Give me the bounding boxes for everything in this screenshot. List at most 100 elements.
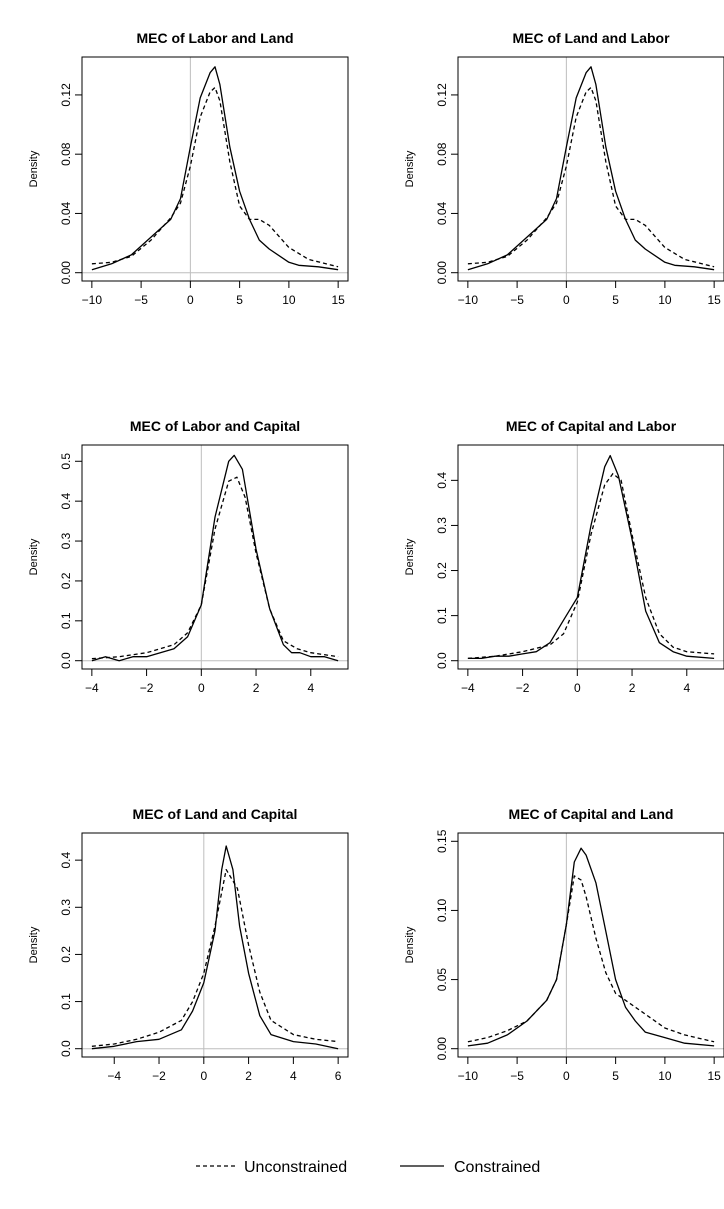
x-tick-label: 2 xyxy=(245,1069,252,1083)
y-tick-label: 0.4 xyxy=(59,492,73,509)
x-tick-label: 5 xyxy=(236,293,243,307)
y-axis-label: Density xyxy=(28,538,40,575)
panel-title: MEC of Labor and Land xyxy=(136,30,293,46)
series-line-unconstrained xyxy=(91,476,339,660)
x-tick-label: 0 xyxy=(563,1069,570,1083)
plot-frame xyxy=(81,832,349,1058)
panel-title: MEC of Capital and Labor xyxy=(506,418,677,434)
x-tick-label: 2 xyxy=(253,681,260,695)
y-axis-label: Density xyxy=(404,150,416,187)
x-tick-label: 0 xyxy=(574,681,581,695)
y-axis-label: Density xyxy=(404,926,416,963)
series-line-unconstrained xyxy=(467,472,715,660)
y-tick-label: 0.4 xyxy=(59,851,73,868)
x-tick-label: −5 xyxy=(510,1069,524,1083)
y-tick-label: 0.0 xyxy=(435,652,449,669)
y-tick-label: 0.0 xyxy=(59,652,73,669)
y-tick-label: 0.4 xyxy=(435,472,449,489)
panel-title: MEC of Land and Capital xyxy=(133,806,298,822)
chart-panel-1: MEC of Labor and Land −10 −5 0 5 10 15 0.00 0.04… xyxy=(28,30,349,307)
y-tick-label: 0.2 xyxy=(59,946,73,963)
x-tick-label: −2 xyxy=(516,681,530,695)
y-tick-label: 0.04 xyxy=(435,201,449,225)
y-tick-label: 0.10 xyxy=(435,898,449,922)
x-tick-label: 5 xyxy=(612,1069,619,1083)
x-tick-label: −5 xyxy=(134,293,148,307)
series-line-constrained xyxy=(467,847,715,1047)
series-line-constrained xyxy=(467,66,715,271)
x-tick-label: −2 xyxy=(152,1069,166,1083)
y-tick-label: 0.04 xyxy=(59,201,73,225)
y-tick-label: 0.00 xyxy=(435,261,449,285)
series-line-constrained xyxy=(91,66,339,271)
x-tick-label: −2 xyxy=(140,681,154,695)
series-line-constrained xyxy=(91,845,339,1050)
series-line-constrained xyxy=(91,454,339,662)
panel-title: MEC of Capital and Land xyxy=(509,806,674,822)
x-tick-label: −10 xyxy=(458,293,479,307)
x-tick-label: −4 xyxy=(85,681,99,695)
x-tick-label: 15 xyxy=(331,293,345,307)
y-tick-label: 0.3 xyxy=(59,532,73,549)
y-tick-label: 0.12 xyxy=(59,83,73,107)
y-axis-label: Density xyxy=(404,538,416,575)
legend-label-unconstrained: Unconstrained xyxy=(244,1159,347,1176)
chart-panel-4: MEC of Capital and Labor −4 −2 0 2 4 0.0 0.1 0.2… xyxy=(404,418,724,695)
chart-panel-3: MEC of Labor and Capital −4 −2 0 2 4 0.0 0.1 0.2… xyxy=(28,418,349,695)
y-tick-label: 0.2 xyxy=(435,562,449,579)
series-line-unconstrained xyxy=(467,875,715,1043)
x-tick-label: −10 xyxy=(82,293,103,307)
x-tick-label: 6 xyxy=(335,1069,342,1083)
x-tick-label: 4 xyxy=(683,681,690,695)
y-tick-label: 0.08 xyxy=(59,142,73,166)
panel-title: MEC of Land and Labor xyxy=(512,30,670,46)
legend: Unconstrained Constrained xyxy=(196,1159,540,1176)
y-tick-label: 0.3 xyxy=(59,899,73,916)
x-tick-label: 2 xyxy=(629,681,636,695)
x-tick-label: 0 xyxy=(563,293,570,307)
series-line-unconstrained xyxy=(467,86,715,268)
x-tick-label: −10 xyxy=(458,1069,479,1083)
y-tick-label: 0.15 xyxy=(435,829,449,853)
plot-frame xyxy=(457,832,724,1058)
x-tick-label: −4 xyxy=(107,1069,121,1083)
y-tick-label: 0.1 xyxy=(59,612,73,629)
y-tick-label: 0.3 xyxy=(435,517,449,534)
y-tick-label: 0.1 xyxy=(59,993,73,1010)
y-tick-label: 0.5 xyxy=(59,453,73,470)
chart-panel-6: MEC of Capital and Land −10 −5 0 5 10 15 0.00 0.… xyxy=(404,806,724,1083)
series-line-unconstrained xyxy=(91,86,339,268)
y-tick-label: 0.00 xyxy=(59,261,73,285)
x-tick-label: −4 xyxy=(461,681,475,695)
y-tick-label: 0.05 xyxy=(435,968,449,992)
y-axis-label: Density xyxy=(28,926,40,963)
panel-title: MEC of Labor and Capital xyxy=(130,418,300,434)
x-tick-label: 0 xyxy=(200,1069,207,1083)
x-tick-label: 5 xyxy=(612,293,619,307)
x-tick-label: 10 xyxy=(282,293,296,307)
y-tick-label: 0.0 xyxy=(59,1040,73,1057)
legend-label-constrained: Constrained xyxy=(454,1159,540,1176)
chart-panel-5: MEC of Land and Capital −4 −2 0 2 4 6 0.0 0.1 0.2… xyxy=(28,806,349,1083)
x-tick-label: −5 xyxy=(510,293,524,307)
series-line-constrained xyxy=(467,454,715,660)
plot-frame xyxy=(457,56,724,282)
x-tick-label: 10 xyxy=(658,1069,672,1083)
x-tick-label: 0 xyxy=(198,681,205,695)
x-tick-label: 4 xyxy=(290,1069,297,1083)
x-tick-label: 4 xyxy=(307,681,314,695)
x-tick-label: 15 xyxy=(707,1069,721,1083)
y-tick-label: 0.1 xyxy=(435,607,449,624)
plot-frame xyxy=(457,444,724,670)
chart-panel-2: MEC of Land and Labor −10 −5 0 5 10 15 0.00 0.04… xyxy=(404,30,724,307)
series-line-unconstrained xyxy=(91,868,339,1047)
x-tick-label: 0 xyxy=(187,293,194,307)
plot-frame xyxy=(81,444,349,670)
x-tick-label: 15 xyxy=(707,293,721,307)
y-tick-label: 0.2 xyxy=(59,572,73,589)
y-axis-label: Density xyxy=(28,150,40,187)
y-tick-label: 0.00 xyxy=(435,1037,449,1061)
plot-frame xyxy=(81,56,349,282)
x-tick-label: 10 xyxy=(658,293,672,307)
